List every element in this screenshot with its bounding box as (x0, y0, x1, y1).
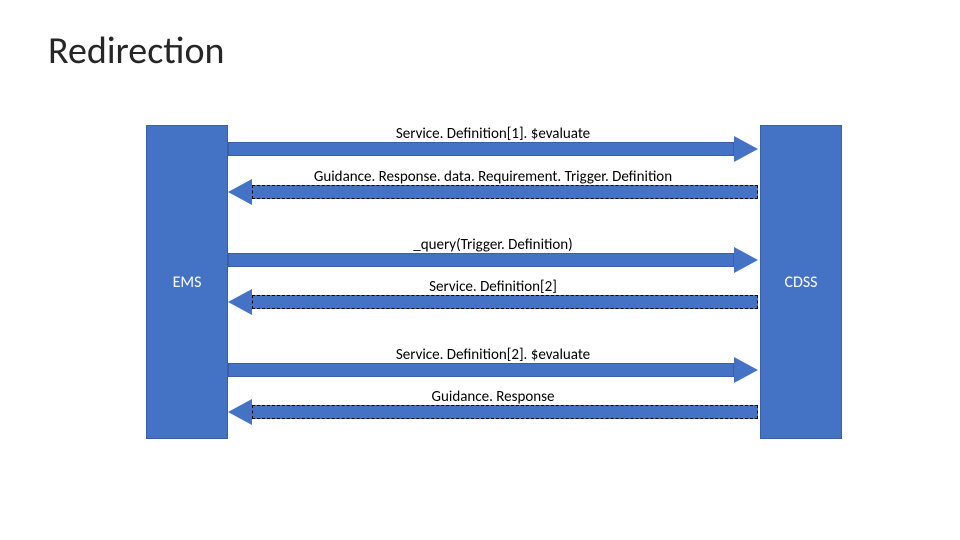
arrow-shaft (252, 405, 758, 419)
page-title: Redirection (48, 28, 224, 74)
ems-box: EMS (146, 125, 228, 439)
arrow-shaft (252, 185, 758, 199)
arrow-label: Guidance. Response (432, 388, 555, 406)
arrow-head-icon (228, 399, 252, 425)
arrow-head-icon (734, 247, 758, 273)
arrow-head-icon (734, 357, 758, 383)
cdss-box: CDSS (760, 125, 842, 439)
arrow-head-icon (228, 179, 252, 205)
arrow-head-icon (228, 289, 252, 315)
arrow-label: Service. Definition[2]. $evaluate (396, 346, 590, 364)
arrow-shaft (228, 363, 734, 377)
arrow-label: Service. Definition[2] (429, 278, 557, 296)
arrow-label: Guidance. Response. data. Requirement. T… (314, 168, 672, 186)
arrow-shaft (228, 142, 734, 156)
arrow-head-icon (734, 136, 758, 162)
arrow-shaft (228, 253, 734, 267)
arrow-shaft (252, 295, 758, 309)
ems-label: EMS (173, 273, 202, 292)
arrow-label: _query(Trigger. Definition) (413, 236, 572, 254)
arrow-label: Service. Definition[1]. $evaluate (396, 125, 590, 143)
cdss-label: CDSS (784, 273, 817, 292)
